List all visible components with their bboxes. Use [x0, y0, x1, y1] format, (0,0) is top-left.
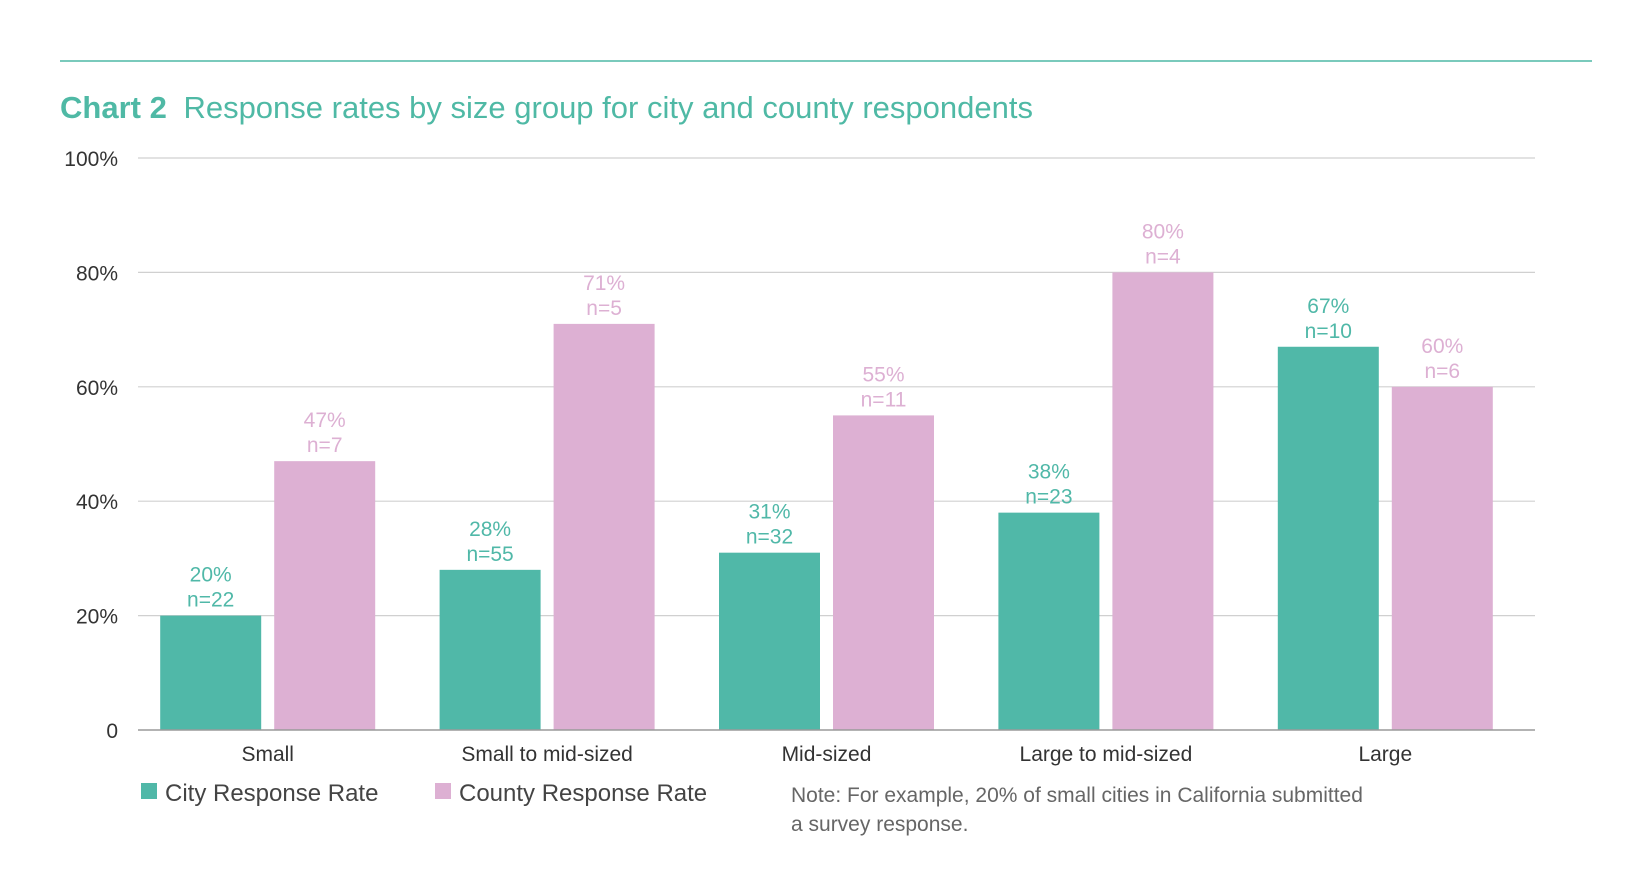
data-label-value: 60% [1421, 335, 1463, 358]
x-axis-ticks: Small Small to mid-sized Mid-sized Large to… [241, 743, 1412, 766]
bar-county [274, 461, 376, 730]
data-label-n: n=10 [1305, 320, 1352, 343]
bar-county [553, 323, 655, 730]
y-tick-label: 40% [76, 491, 118, 514]
bars [160, 272, 1493, 730]
data-label-value: 71% [583, 272, 625, 295]
data-label-n: n=5 [586, 297, 622, 320]
bar-city [160, 615, 262, 730]
data-label-value: 55% [862, 363, 904, 386]
legend-swatch-county [435, 783, 451, 799]
data-label-value: 20% [190, 564, 232, 587]
y-tick-label: 80% [76, 262, 118, 285]
y-tick-label: 20% [76, 606, 118, 629]
bar-city [998, 512, 1100, 730]
legend: City Response Rate County Response Rate [141, 780, 707, 807]
data-label-n: n=22 [187, 589, 234, 612]
data-label-value: 47% [304, 409, 346, 432]
bar-county [1391, 386, 1493, 730]
data-label-value: 67% [1307, 295, 1349, 318]
bar-city [439, 569, 541, 730]
y-tick-label: 100% [64, 148, 118, 171]
bar-city [1277, 346, 1379, 730]
data-label-value: 28% [469, 518, 511, 541]
y-tick-label: 0 [106, 720, 118, 743]
x-tick-label: Small [241, 743, 294, 766]
chart-title-prefix: Chart 2 [60, 90, 167, 125]
x-tick-label: Mid-sized [782, 743, 872, 766]
data-label-n: n=6 [1424, 360, 1460, 383]
legend-label-county: County Response Rate [459, 780, 707, 807]
data-label-n: n=7 [307, 434, 343, 457]
chart-title: Chart 2 Response rates by size group for… [60, 90, 1033, 125]
data-label-value: 80% [1142, 220, 1184, 243]
bar-county [833, 415, 934, 730]
data-label-value: 38% [1028, 461, 1070, 484]
chart-note-line-1: Note: For example, 20% of small cities i… [791, 784, 1363, 807]
data-label-n: n=23 [1025, 486, 1072, 509]
y-tick-label: 60% [76, 377, 118, 400]
chart-note-line-2: a survey response. [791, 813, 968, 836]
data-label-n: n=4 [1145, 245, 1181, 268]
data-label-n: n=11 [861, 388, 907, 411]
x-tick-label: Large to mid-sized [1020, 743, 1193, 766]
x-tick-label: Large [1358, 743, 1412, 766]
chart-title-text: Response rates by size group for city an… [183, 90, 1033, 125]
data-labels: 20%n=22 47%n=7 28%n=55 71%n=5 31%n=32 55%n=11… [187, 220, 1463, 611]
data-label-value: 31% [748, 501, 790, 524]
data-label-n: n=32 [746, 526, 793, 549]
bar-county [1112, 272, 1214, 730]
legend-label-city: City Response Rate [165, 780, 378, 807]
data-label-n: n=55 [466, 543, 513, 566]
bar-city [719, 552, 820, 730]
y-axis-ticks: 0 20% 40% 60% 80% 100% [64, 148, 118, 743]
x-tick-label: Small to mid-sized [461, 743, 633, 766]
legend-swatch-city [141, 783, 157, 799]
